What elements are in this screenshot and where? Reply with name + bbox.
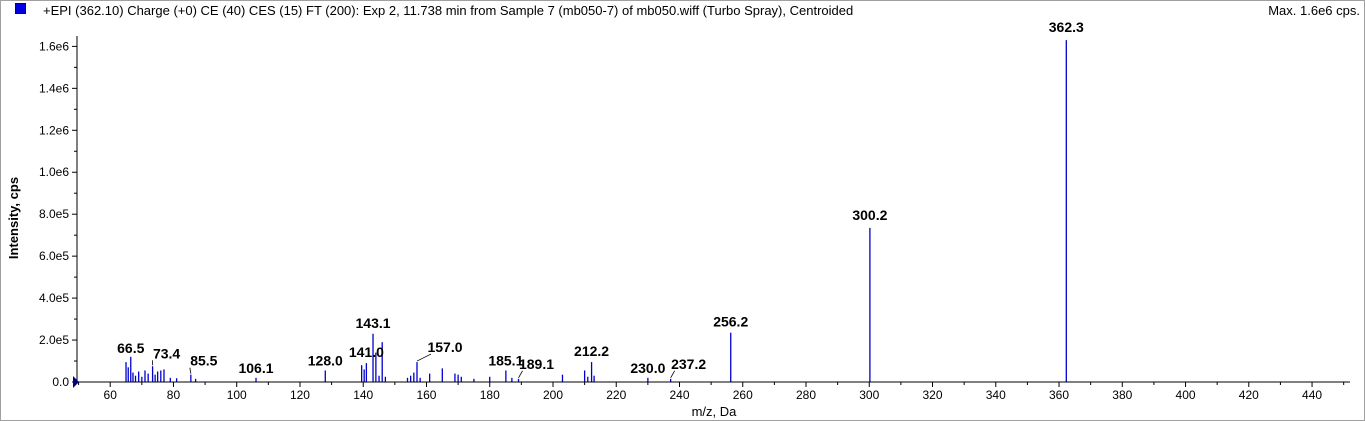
peak-labels-group: 66.5 73.4 85.5 106.1 128.0 141.0 143.1 157.0 185… <box>117 19 1084 379</box>
peak-label: 185.1 <box>488 352 523 368</box>
axes-group: 60 80 100 120 140 160 180 200 220 240 260 280 300 320… <box>39 36 1350 402</box>
x-axis-title: m/z, Da <box>692 404 738 419</box>
peak-label: 143.1 <box>356 315 391 331</box>
peaks-group <box>125 40 1067 382</box>
y-axis-title: Intensity, cps <box>6 177 21 259</box>
peak-label: 300.2 <box>852 207 887 223</box>
x-tick-label: 420 <box>1239 388 1259 402</box>
x-tick-label: 320 <box>923 388 943 402</box>
peak-label: 85.5 <box>190 353 217 369</box>
x-tick-label: 280 <box>796 388 816 402</box>
peak-label: 106.1 <box>238 360 273 376</box>
peak-label-leader <box>518 370 523 379</box>
x-tick-label: 240 <box>669 388 689 402</box>
peak-label: 230.0 <box>630 360 665 376</box>
x-tick-label: 100 <box>227 388 247 402</box>
x-tick-label: 400 <box>1176 388 1196 402</box>
y-tick-label: 1.2e6 <box>39 123 69 137</box>
peak-label-leader <box>416 353 432 362</box>
peak-label: 141.0 <box>349 344 384 360</box>
peak-label: 73.4 <box>153 345 180 361</box>
y-tick-label: 4.0e5 <box>39 291 69 305</box>
peak-label: 256.2 <box>713 314 748 330</box>
peak-label-leader <box>189 367 192 374</box>
x-tick-label: 220 <box>606 388 626 402</box>
x-tick-label: 260 <box>733 388 753 402</box>
origin-marker <box>73 376 79 388</box>
x-tick-label: 200 <box>543 388 563 402</box>
peak-label: 212.2 <box>574 343 609 359</box>
peak-label: 237.2 <box>671 356 706 372</box>
y-tick-label: 1.0e6 <box>39 165 69 179</box>
x-tick-label: 440 <box>1302 388 1322 402</box>
peak-label: 128.0 <box>308 352 343 368</box>
x-tick-label: 160 <box>416 388 436 402</box>
y-tick-label: 0.0 <box>52 375 69 389</box>
y-tick-label: 2.0e5 <box>39 333 69 347</box>
y-tick-label: 6.0e5 <box>39 249 69 263</box>
y-tick-label: 1.4e6 <box>39 81 69 95</box>
max-intensity-label: Max. 1.6e6 cps. <box>1268 3 1360 18</box>
peak-label: 157.0 <box>427 339 462 355</box>
peak-label-leader <box>670 370 675 379</box>
x-tick-label: 360 <box>1049 388 1069 402</box>
peak-label: 362.3 <box>1049 19 1084 35</box>
x-tick-label: 80 <box>167 388 181 402</box>
y-tick-label: 8.0e5 <box>39 207 69 221</box>
spectrum-title: +EPI (362.10) Charge (+0) CE (40) CES (1… <box>43 3 854 18</box>
x-tick-label: 380 <box>1112 388 1132 402</box>
series-legend-swatch[interactable] <box>15 3 26 14</box>
x-tick-label: 60 <box>104 388 118 402</box>
y-tick-label: 1.6e6 <box>39 39 69 53</box>
x-tick-label: 340 <box>986 388 1006 402</box>
peak-label: 189.1 <box>519 356 554 372</box>
x-tick-label: 140 <box>353 388 373 402</box>
peak-label: 66.5 <box>117 340 144 356</box>
x-tick-label: 180 <box>480 388 500 402</box>
x-tick-label: 120 <box>290 388 310 402</box>
x-tick-label: 300 <box>859 388 879 402</box>
